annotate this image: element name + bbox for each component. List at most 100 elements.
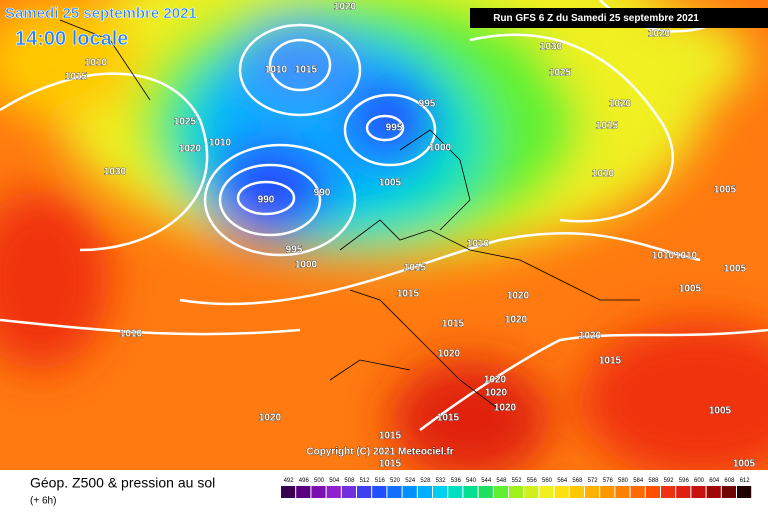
isobar-label: 1020 <box>505 315 528 326</box>
isobar-label: 1020 <box>507 291 530 302</box>
isobar-label: 1020 <box>259 413 282 424</box>
scale-label: 604 <box>709 478 720 484</box>
scale-label: 528 <box>420 478 431 484</box>
scale-label: 524 <box>405 478 416 484</box>
scale-label: 564 <box>557 478 568 484</box>
footer-title: Géop. Z500 & pression au sol <box>30 475 215 491</box>
scale-swatch <box>463 486 478 498</box>
scale-label: 580 <box>618 478 629 484</box>
footer-lead: (+ 6h) <box>30 496 56 507</box>
scale-swatch <box>706 486 721 498</box>
isobar-label: 1010 <box>85 58 108 69</box>
scale-label: 508 <box>344 478 355 484</box>
isobar-label: 1025 <box>549 68 572 79</box>
scale-swatch <box>539 486 554 498</box>
scale-swatch <box>296 486 311 498</box>
map-field <box>0 0 768 480</box>
scale-label: 492 <box>284 478 295 484</box>
scale-label: 608 <box>724 478 735 484</box>
scale-swatch <box>402 486 417 498</box>
isobar-labels: 1020 1010 1015 1010 1015 1025 1020 1010 1030 990 9… <box>65 1 756 470</box>
scale-swatch <box>311 486 326 498</box>
isobar-label: 1020 <box>179 144 202 155</box>
isobar-label: 995 <box>386 123 403 134</box>
scale-swatch <box>387 486 402 498</box>
scale-swatch <box>493 486 508 498</box>
scale-label: 548 <box>496 478 507 484</box>
isobar-label: 1015 <box>379 459 402 470</box>
isobar-label: 1010 <box>675 251 698 262</box>
isobar-label: 1005 <box>709 406 732 417</box>
scale-label: 588 <box>648 478 659 484</box>
isobar-label: 1020 <box>485 388 508 399</box>
isobar-label: 995 <box>419 99 436 110</box>
scale-swatch <box>737 486 752 498</box>
scale-label: 516 <box>375 478 386 484</box>
scale-swatch <box>478 486 493 498</box>
isobar-label: 1030 <box>104 167 127 178</box>
isobar-label: 1025 <box>174 117 197 128</box>
scale-label: 500 <box>314 478 325 484</box>
scale-swatch <box>676 486 691 498</box>
scale-swatch <box>554 486 569 498</box>
scale-swatch <box>524 486 539 498</box>
scale-swatch <box>615 486 630 498</box>
map-time: 14:00 locale <box>15 28 128 50</box>
scale-label: 572 <box>588 478 599 484</box>
scale-label: 496 <box>299 478 310 484</box>
scale-swatch <box>448 486 463 498</box>
isobar-label: 1010 <box>592 169 615 180</box>
map-date: Samedi 25 septembre 2021 <box>5 5 197 22</box>
isobar-label: 1010 <box>467 239 490 250</box>
isobar-label: 1010 <box>209 138 232 149</box>
isobar-label: 1005 <box>714 185 737 196</box>
scale-label: 612 <box>740 478 751 484</box>
scale-swatch <box>585 486 600 498</box>
isobar-label: 990 <box>258 195 275 206</box>
isobar-label: 1015 <box>599 356 622 367</box>
isobar-label: 1030 <box>540 42 563 53</box>
color-scale: 492 496 500 504 508 512 516 520 524 528 532 536 540 5… <box>281 478 752 498</box>
scale-label: 556 <box>527 478 538 484</box>
scale-swatch <box>630 486 645 498</box>
isobar-label: 1015 <box>437 413 460 424</box>
isobar-label: 1010 <box>652 251 675 262</box>
isobar-label: 1015 <box>442 319 465 330</box>
isobar-label: 1010 <box>120 329 143 340</box>
isobar-label: 1005 <box>679 284 702 295</box>
isobar-label: 1005 <box>379 178 402 189</box>
scale-swatch <box>372 486 387 498</box>
scale-label: 584 <box>633 478 644 484</box>
scale-label: 544 <box>481 478 492 484</box>
scale-swatch <box>509 486 524 498</box>
scale-label: 568 <box>572 478 583 484</box>
scale-label: 540 <box>466 478 477 484</box>
scale-label: 552 <box>512 478 523 484</box>
isobar-label: 1000 <box>429 143 452 154</box>
isobar-label: 1020 <box>609 99 632 110</box>
isobar-label: 1020 <box>438 349 461 360</box>
scale-label: 596 <box>679 478 690 484</box>
isobar-label: 1015 <box>596 121 619 132</box>
scale-label: 576 <box>603 478 614 484</box>
isobar-label: 1015 <box>404 263 427 274</box>
isobar-label: 1020 <box>484 375 507 386</box>
isobar-label: 1000 <box>295 260 318 271</box>
scale-label: 520 <box>390 478 401 484</box>
scale-swatch <box>721 486 736 498</box>
scale-label: 536 <box>451 478 462 484</box>
copyright: Copyright (C) 2021 Meteociel.fr <box>306 447 453 458</box>
scale-swatch <box>281 486 296 498</box>
isobar-label: 995 <box>286 245 303 256</box>
scale-label: 512 <box>360 478 371 484</box>
isobar-label: 1020 <box>579 331 602 342</box>
scale-label: 560 <box>542 478 553 484</box>
scale-swatch <box>569 486 584 498</box>
scale-label: 504 <box>329 478 340 484</box>
scale-swatch <box>600 486 615 498</box>
run-label: Run GFS 6 Z du Samedi 25 septembre 2021 <box>493 13 699 24</box>
scale-swatch <box>691 486 706 498</box>
scale-swatch <box>417 486 432 498</box>
scale-swatch <box>433 486 448 498</box>
